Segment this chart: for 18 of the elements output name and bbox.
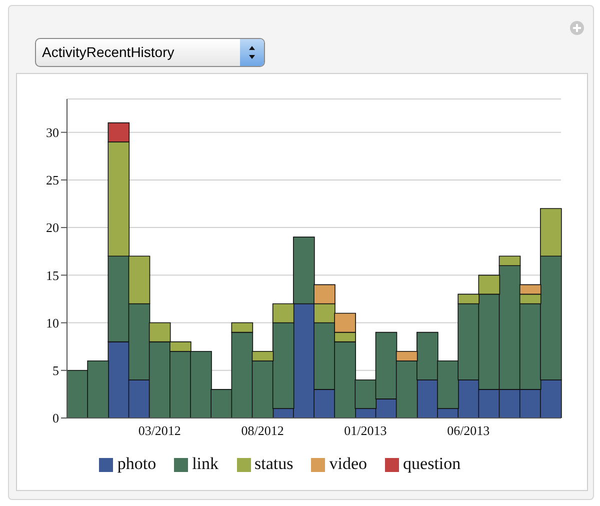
- y-tick-label: 10: [46, 315, 59, 330]
- y-tick-label: 15: [46, 268, 59, 283]
- legend-label: question: [403, 454, 461, 473]
- y-tick-label: 0: [52, 410, 59, 426]
- legend-label: status: [254, 454, 294, 473]
- x-tick-label: 06/2013: [447, 423, 490, 438]
- y-tick-label: 25: [46, 172, 59, 188]
- dropdown: ActivityRecentHistory: [35, 38, 265, 67]
- x-tick-label: 01/2013: [344, 423, 387, 438]
- chart-title: ActivityRecentHistory: [42, 44, 174, 60]
- legend-label: photo: [117, 454, 156, 473]
- y-tick-label: 5: [52, 363, 59, 378]
- y-tick-label: 30: [46, 124, 59, 140]
- x-tick-label: 03/2012: [138, 423, 181, 438]
- legend-label: video: [329, 454, 368, 473]
- legend-label: link: [192, 454, 219, 473]
- y-tick-label: 20: [46, 220, 59, 236]
- x-tick-label: 08/2012: [241, 423, 284, 438]
